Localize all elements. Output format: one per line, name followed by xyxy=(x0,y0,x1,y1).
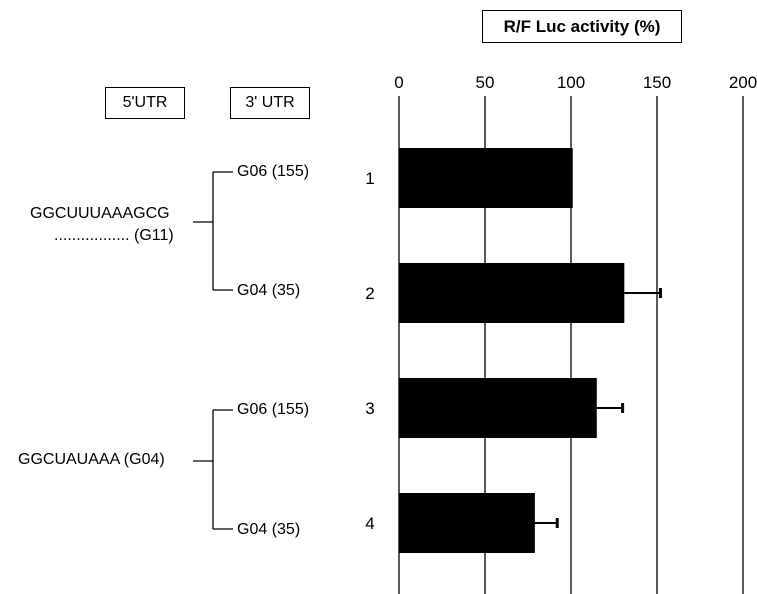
category-label: 2 xyxy=(365,284,374,303)
bar-1 xyxy=(399,148,573,208)
category-label: 4 xyxy=(365,514,374,533)
bar-3 xyxy=(399,378,597,438)
group2-3utr-bottom: G04 (35) xyxy=(237,521,301,538)
x-tick-label: 50 xyxy=(476,73,495,92)
bar-4 xyxy=(399,493,535,553)
group1-5utr-sequence: GGCUUUAAAGCG xyxy=(30,205,170,222)
header-5utr: 5'UTR xyxy=(105,87,185,119)
category-label: 1 xyxy=(365,169,374,188)
group1-5utr-label: ................. (G11) xyxy=(54,227,174,244)
group1-3utr-bottom: G04 (35) xyxy=(237,282,301,299)
x-tick-label: 150 xyxy=(643,73,671,92)
x-tick-label: 200 xyxy=(729,73,757,92)
group2-3utr-top: G06 (155) xyxy=(237,401,310,418)
group1-3utr-top: G06 (155) xyxy=(237,163,310,180)
header-3utr: 3' UTR xyxy=(230,87,310,119)
bar-2 xyxy=(399,263,625,323)
x-tick-label: 100 xyxy=(557,73,585,92)
group2-5utr-sequence: GGCUAUAAA (G04) xyxy=(18,451,165,468)
chart-title: R/F Luc activity (%) xyxy=(482,10,682,43)
x-tick-label: 0 xyxy=(394,73,403,92)
category-label: 3 xyxy=(365,399,374,418)
